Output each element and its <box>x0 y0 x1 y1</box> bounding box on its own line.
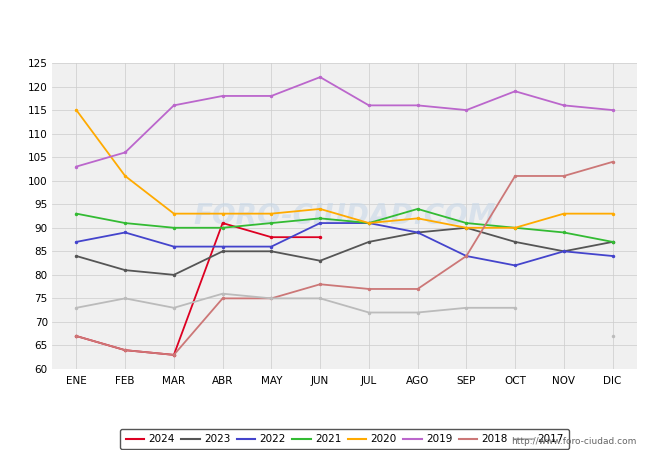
Text: FORO-CIUDAD.COM: FORO-CIUDAD.COM <box>193 202 496 230</box>
Legend: 2024, 2023, 2022, 2021, 2020, 2019, 2018, 2017: 2024, 2023, 2022, 2021, 2020, 2019, 2018… <box>120 429 569 450</box>
Text: http://www.foro-ciudad.com: http://www.foro-ciudad.com <box>512 436 637 446</box>
Text: Afiliados en Erla a 31/5/2024: Afiliados en Erla a 31/5/2024 <box>185 22 465 41</box>
